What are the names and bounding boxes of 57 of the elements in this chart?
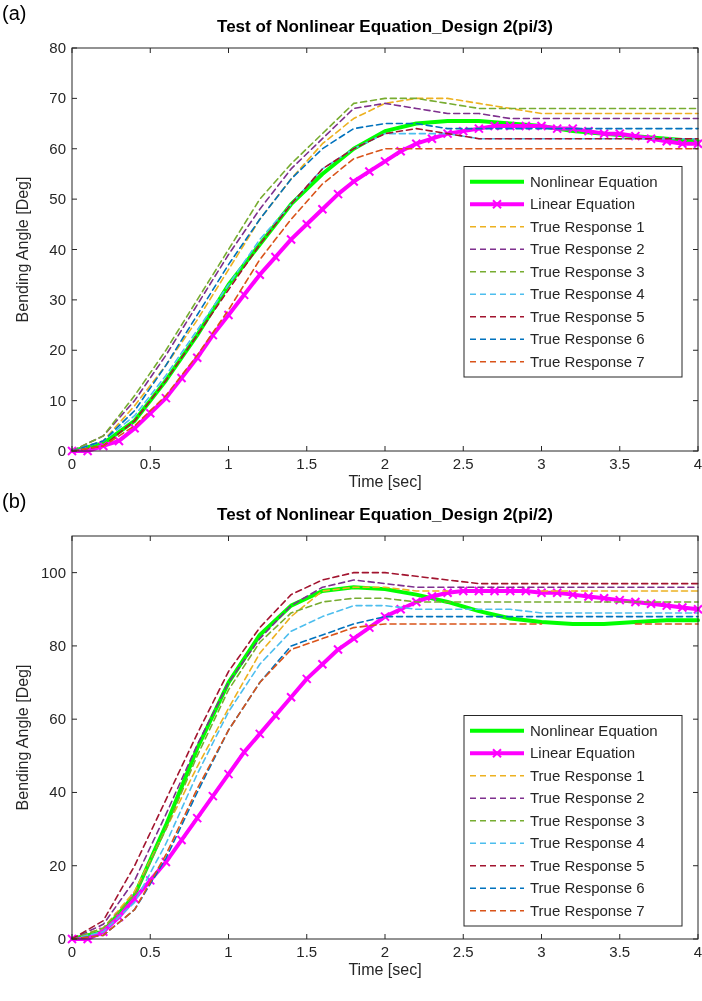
y-tick-label: 60 [49,710,66,728]
legend-label: Nonlinear Equation [530,172,658,190]
legend-label: True Response 5 [530,307,645,325]
legend-label: True Response 2 [530,789,645,807]
x-tick-label: 1 [224,943,233,960]
legend-label: True Response 3 [530,811,645,829]
legend-label: Nonlinear Equation [530,721,658,739]
legend-label: True Response 4 [530,834,645,852]
x-tick-label: 2 [380,943,390,960]
y-tick-label: 60 [49,139,66,157]
y-tick-label: 30 [49,290,66,308]
legend-label: Linear Equation [530,195,636,213]
y-tick-label: 100 [40,563,66,581]
y-tick-label: 50 [49,190,66,208]
y-tick-label: 40 [49,240,66,258]
y-tick-label: 80 [49,636,66,654]
y-tick-label: 80 [49,39,66,56]
x-tick-label: 3.5 [609,943,631,960]
x-axis-title: Time [sec] [348,473,422,490]
legend-label: True Response 1 [530,766,645,784]
x-tick-label: 4 [693,455,702,472]
chart-title: Test of Nonlinear Equation_Design 2(pi/2) [217,505,553,524]
x-tick-label: 3 [537,455,546,472]
legend-label: True Response 2 [530,240,645,258]
y-tick-label: 0 [57,442,66,459]
y-tick-label: 40 [49,783,66,801]
y-tick-label: 20 [49,341,66,359]
y-tick-label: 0 [57,930,66,947]
text: (b) [2,490,27,512]
y-axis-title: Bending Angle [Deg] [14,176,31,323]
legend-label: True Response 1 [530,217,645,235]
x-tick-label: 0.5 [139,943,161,960]
legend-label: True Response 7 [530,352,645,370]
y-tick-label: 10 [49,391,66,409]
legend-label: Linear Equation [530,744,636,762]
x-tick-label: 2.5 [452,455,474,472]
x-tick-label: 0.5 [139,455,161,472]
x-tick-label: 3 [537,943,546,960]
legend-label: True Response 6 [530,879,645,897]
legend-label: True Response 4 [530,285,645,303]
legend-label: True Response 7 [530,901,645,919]
y-tick-label: 70 [49,89,66,107]
x-tick-label: 1 [224,455,233,472]
text: (a) [2,2,27,24]
legend-label: True Response 5 [530,856,645,874]
x-axis-title: Time [sec] [348,961,422,978]
legend-label: True Response 6 [530,330,645,348]
x-tick-label: 3.5 [609,455,631,472]
x-tick-label: 2 [380,455,390,472]
x-tick-label: 1.5 [296,455,318,472]
legend-label: True Response 3 [530,262,645,280]
chart-title: Test of Nonlinear Equation_Design 2(pi/3) [217,17,553,36]
x-tick-label: 1.5 [296,943,318,960]
x-tick-label: 4 [693,943,702,960]
x-tick-label: 2.5 [452,943,474,960]
y-axis-title: Bending Angle [Deg] [14,664,31,811]
y-tick-label: 20 [49,856,66,874]
